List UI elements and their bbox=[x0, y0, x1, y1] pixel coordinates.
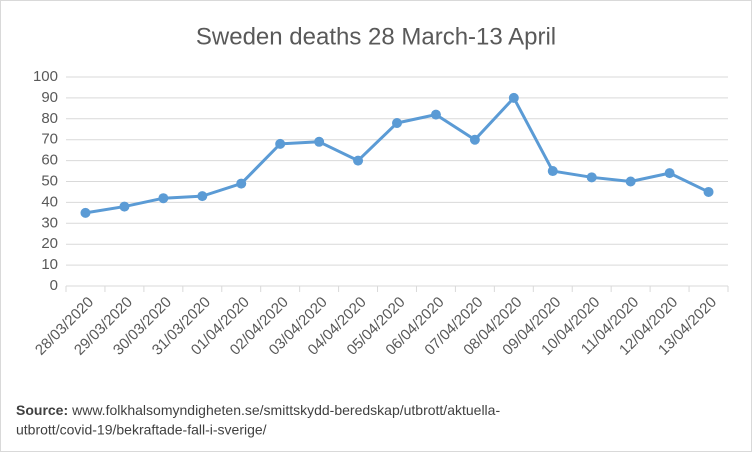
data-point bbox=[236, 178, 247, 189]
data-point bbox=[119, 201, 130, 212]
y-tick-label: 100 bbox=[33, 68, 58, 85]
y-tick-label: 10 bbox=[41, 256, 58, 273]
data-point bbox=[625, 176, 636, 187]
data-point bbox=[197, 191, 208, 202]
data-point bbox=[392, 117, 402, 128]
data-point bbox=[586, 172, 597, 183]
y-tick-label: 20 bbox=[41, 235, 58, 252]
data-point bbox=[314, 136, 325, 147]
y-tick-label: 80 bbox=[41, 110, 58, 127]
y-tick-label: 40 bbox=[41, 193, 58, 210]
data-point bbox=[158, 193, 169, 204]
y-tick-label: 30 bbox=[41, 214, 58, 231]
data-point bbox=[469, 134, 480, 145]
data-point bbox=[508, 92, 519, 103]
y-tick-label: 70 bbox=[41, 131, 58, 148]
chart-title: Sweden deaths 28 March-13 April bbox=[196, 23, 556, 50]
y-tick-label: 50 bbox=[41, 172, 58, 189]
source-note: Source: www.folkhalsomyndigheten.se/smitt… bbox=[16, 402, 500, 418]
data-point bbox=[703, 186, 714, 197]
y-tick-label: 90 bbox=[41, 89, 58, 106]
data-point bbox=[547, 166, 558, 177]
data-point bbox=[430, 109, 441, 120]
source-line: utbrott/covid-19/bekraftade-fall-i-sveri… bbox=[16, 422, 267, 438]
data-point bbox=[353, 155, 364, 166]
source-line: www.folkhalsomyndigheten.se/smittskydd-b… bbox=[71, 402, 500, 418]
y-tick-label: 60 bbox=[41, 152, 58, 169]
data-point bbox=[664, 168, 675, 179]
y-tick-label: 0 bbox=[50, 277, 58, 294]
source-label: Source: bbox=[16, 402, 68, 418]
data-point bbox=[80, 207, 91, 218]
data-point bbox=[275, 138, 286, 149]
